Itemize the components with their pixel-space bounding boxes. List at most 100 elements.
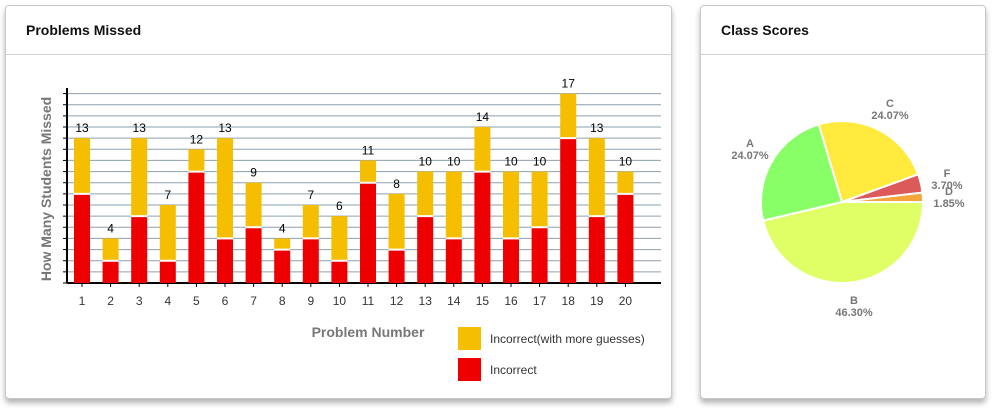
total-label: 13 [590, 121, 604, 135]
bar-incorrect-more [274, 238, 291, 250]
x-tick-label: 6 [222, 294, 229, 308]
problems-missed-chart: 1314213374125136974879610111181210131014… [38, 77, 661, 381]
bar-incorrect-more [531, 171, 548, 228]
x-tick-label: 5 [193, 294, 200, 308]
bar-incorrect [503, 238, 519, 283]
legend-swatch [458, 358, 481, 381]
bar-incorrect-more [617, 171, 634, 194]
bar-incorrect [274, 249, 291, 283]
pie-percent: 3.70% [931, 180, 962, 192]
bar-incorrect-more [560, 93, 577, 139]
x-tick-label: 9 [307, 294, 314, 308]
x-tick-label: 12 [390, 294, 404, 308]
pie-label: A [746, 138, 754, 150]
bar-incorrect-more [503, 171, 519, 239]
bar-incorrect [360, 182, 376, 283]
total-label: 11 [362, 143, 375, 157]
pie-label: D [945, 186, 953, 198]
x-tick-label: 7 [250, 294, 257, 308]
bar-incorrect-more [245, 182, 262, 228]
x-tick-label: 20 [619, 294, 633, 308]
total-label: 13 [133, 121, 147, 135]
bar-incorrect-more [217, 138, 233, 239]
total-label: 4 [279, 221, 286, 235]
total-label: 17 [562, 77, 576, 91]
legend-label: Incorrect(with more guesses) [490, 332, 645, 346]
bar-incorrect [474, 171, 491, 283]
bar-incorrect-more [302, 205, 319, 239]
x-tick-label: 13 [419, 294, 433, 308]
bar-incorrect [560, 138, 577, 283]
bar-incorrect-more [417, 171, 434, 217]
bar-incorrect [331, 260, 348, 283]
bar-incorrect [74, 193, 90, 283]
x-tick-label: 1 [79, 294, 86, 308]
pie-percent: 24.07% [871, 110, 909, 122]
pie-label: C [886, 98, 894, 110]
bar-incorrect [445, 238, 462, 283]
x-tick-label: 2 [107, 294, 114, 308]
total-label: 10 [504, 155, 518, 169]
bar-incorrect-more [388, 193, 405, 250]
pie-label: B [850, 295, 858, 307]
total-label: 13 [75, 121, 89, 135]
class-scores-card: Class Scores B 46.30% A 24.07% C 24.07% F 3.70%… [700, 5, 986, 399]
total-label: 6 [336, 199, 343, 213]
total-label: 10 [447, 155, 461, 169]
pie-percent: 46.30% [835, 307, 873, 319]
class-scores-title: Class Scores [701, 6, 985, 55]
x-tick-label: 14 [447, 294, 461, 308]
bar-incorrect-more [360, 160, 376, 183]
bar-incorrect-more [588, 138, 605, 217]
bar-incorrect [131, 216, 148, 283]
pie-slice-c [817, 120, 920, 204]
legend-swatch [458, 327, 481, 350]
bar-incorrect [188, 171, 205, 283]
x-tick-label: 17 [533, 294, 547, 308]
pie-label: F [944, 168, 951, 180]
pie-slice-d [841, 191, 925, 203]
bar-incorrect-more [102, 238, 119, 261]
problems-missed-title: Problems Missed [6, 6, 671, 55]
total-label: 10 [619, 155, 633, 169]
bar-incorrect-more [159, 205, 176, 261]
pie-percent: 1.85% [933, 198, 964, 210]
bar-incorrect [217, 238, 233, 283]
x-tick-label: 15 [476, 294, 490, 308]
x-tick-label: 4 [164, 294, 171, 308]
legend-label: Incorrect [490, 363, 537, 377]
total-label: 9 [250, 166, 257, 180]
total-label: 10 [533, 155, 547, 169]
total-label: 10 [419, 155, 433, 169]
x-tick-label: 16 [504, 294, 518, 308]
total-label: 12 [190, 132, 204, 146]
bar-incorrect-more [445, 171, 462, 239]
x-tick-label: 19 [590, 294, 604, 308]
bar-incorrect [159, 260, 176, 283]
total-label: 14 [476, 110, 490, 124]
class-scores-chart: B46.30%A24.07%C24.07%F3.70%D1.85% [731, 98, 964, 319]
x-tick-label: 8 [279, 294, 286, 308]
x-axis-title: Problem Number [312, 324, 425, 340]
bar-incorrect [588, 216, 605, 283]
x-tick-label: 10 [333, 294, 347, 308]
pie-percent: 24.07% [731, 150, 769, 162]
pie-slice-a [760, 123, 844, 222]
total-label: 13 [218, 121, 232, 135]
bar-incorrect [102, 260, 119, 283]
pie-slice-b [761, 201, 925, 284]
bar-incorrect-more [74, 138, 90, 194]
bar-incorrect [531, 227, 548, 283]
bar-incorrect-more [131, 138, 148, 217]
bar-incorrect-more [331, 216, 348, 261]
bar-incorrect [245, 227, 262, 283]
bar-incorrect [388, 249, 405, 283]
x-tick-label: 18 [562, 294, 576, 308]
bar-incorrect [302, 238, 319, 283]
x-tick-label: 11 [362, 294, 375, 308]
bar-incorrect-more [474, 127, 491, 172]
x-tick-label: 3 [136, 294, 143, 308]
total-label: 4 [107, 221, 114, 235]
problems-missed-card: Problems Missed 13 1 4 2 13 3 7 4 12 5 13 6 9 7 4 8 7 9 6 1… [5, 5, 672, 399]
bar-incorrect [617, 193, 634, 283]
